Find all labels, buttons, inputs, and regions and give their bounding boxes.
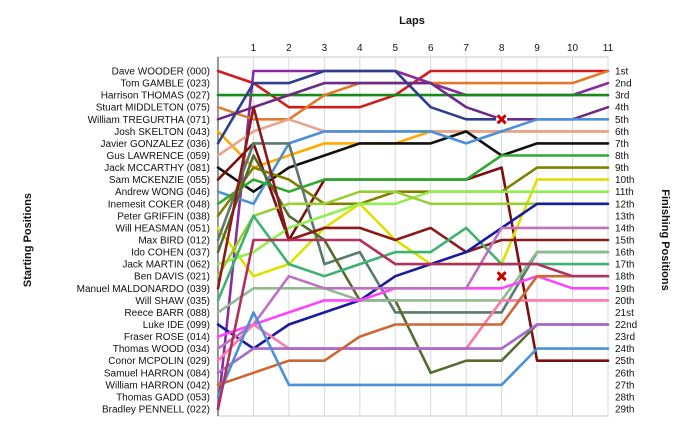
start-position-label: Bradley PENNELL (022): [102, 405, 210, 416]
x-tick-label: 4: [357, 43, 363, 54]
start-position-label: Will SHAW (035): [135, 296, 210, 307]
start-position-label: Stuart MIDDLETON (075): [96, 103, 210, 114]
start-position-label: Dave WOODER (000): [112, 67, 210, 78]
y-axis-left-title: Starting Positions: [22, 193, 34, 287]
start-position-label: Luke IDE (099): [143, 320, 210, 331]
x-tick-label: 7: [463, 43, 469, 54]
x-tick-label: 6: [428, 43, 434, 54]
finish-position-label: 26th: [615, 368, 634, 379]
finish-position-label: 29th: [615, 405, 634, 416]
start-position-label: Jack MCCARTHY (081): [104, 163, 210, 174]
finish-position-label: 23rd: [615, 332, 635, 343]
retired-marker: [496, 270, 508, 282]
start-position-label: Josh SKELTON (043): [114, 127, 210, 138]
finish-position-label: 27th: [615, 380, 634, 391]
series-line: [216, 274, 610, 387]
finish-position-label: 9th: [615, 163, 629, 174]
finish-position-label: 10th: [615, 175, 634, 186]
start-position-label: Samuel HARRON (084): [104, 368, 210, 379]
finish-position-label: 7th: [615, 139, 629, 150]
finish-position-label: 16th: [615, 248, 634, 259]
finish-position-label: 6th: [615, 127, 629, 138]
series-line: [216, 226, 610, 350]
finish-position-label: 5th: [615, 115, 629, 126]
x-tick-label: 1: [251, 43, 257, 54]
start-position-label: Thomas GADD (053): [116, 392, 210, 403]
start-position-label: Javier GONZALEZ (036): [101, 139, 210, 150]
series-line: [216, 250, 610, 314]
series-line: [216, 154, 610, 206]
finish-position-label: 2nd: [615, 79, 632, 90]
series-line: [216, 323, 610, 375]
start-position-label: Reece BARR (088): [124, 308, 210, 319]
finish-position-label: 12th: [615, 199, 634, 210]
series-line: [216, 274, 610, 338]
start-position-label: Max BIRD (012): [138, 236, 210, 247]
start-position-label: Gus LAWRENCE (059): [106, 151, 210, 162]
finish-position-label: 1st: [615, 67, 629, 78]
marker-layer: [496, 113, 508, 282]
series-layer: [216, 69, 610, 411]
finish-position-label: 21st: [615, 308, 634, 319]
start-position-label: Tom GAMBLE (023): [121, 79, 210, 90]
finish-position-label: 4th: [615, 103, 629, 114]
retired-marker-stroke: [496, 271, 507, 282]
x-axis-title: Laps: [399, 15, 425, 27]
series-line: [216, 166, 610, 218]
start-position-label: Ido COHEN (037): [131, 248, 210, 259]
x-tick-label: 10: [567, 43, 579, 54]
finish-position-label: 20th: [615, 296, 634, 307]
start-position-label: Manuel MALDONARDO (039): [77, 284, 210, 295]
label-layer: 1 2 3 4 5 6 7 8 9 10 11 Dave WOODER (000)Tom GAMBLE…: [77, 43, 638, 416]
x-tick-label: 8: [499, 43, 505, 54]
finish-position-label: 18th: [615, 272, 634, 283]
start-position-label: Will HEASMAN (051): [116, 223, 210, 234]
finish-position-label: 13th: [615, 211, 634, 222]
finish-position-label: 28th: [615, 392, 634, 403]
finish-position-label: 25th: [615, 356, 634, 367]
start-position-label: William TREGURTHA (071): [88, 115, 210, 126]
x-tick-label: 3: [322, 43, 328, 54]
retired-marker: [496, 113, 508, 125]
finish-position-label: 15th: [615, 236, 634, 247]
y-axis-right-title: Finishing Positions: [659, 189, 671, 290]
series-line: [216, 202, 610, 350]
series-line: [216, 118, 610, 206]
series-line: [216, 69, 503, 145]
start-position-label: Harrison THOMAS (027): [101, 91, 210, 102]
start-position-label: Ben DAVIS (021): [134, 272, 210, 283]
series-line: [216, 214, 610, 302]
start-position-label: Thomas WOOD (034): [113, 344, 210, 355]
start-position-label: Andrew WONG (046): [115, 187, 210, 198]
series-line: [216, 311, 610, 399]
series-line: [216, 299, 610, 363]
finish-position-label: 8th: [615, 151, 629, 162]
start-position-label: Inemesit COKER (048): [108, 199, 210, 210]
x-tick-label: 5: [392, 43, 398, 54]
series-line: [216, 130, 610, 193]
start-position-label: Conor MCPOLIN (029): [108, 356, 210, 367]
finish-position-label: 24th: [615, 344, 634, 355]
x-tick-label: 2: [286, 43, 292, 54]
retired-marker-stroke: [496, 114, 507, 125]
series-line: [216, 238, 610, 411]
start-position-label: Peter GRIFFIN (038): [117, 211, 210, 222]
finish-position-label: 3rd: [615, 91, 629, 102]
start-position-label: William HARRON (042): [106, 380, 210, 391]
finish-position-label: 19th: [615, 284, 634, 295]
start-position-label: Fraser ROSE (014): [124, 332, 210, 343]
series-line: [216, 105, 610, 290]
x-tick-label: 11: [603, 43, 614, 54]
finish-position-label: 22nd: [615, 320, 637, 331]
finish-position-label: 11th: [615, 187, 634, 198]
start-position-label: Sam MCKENZIE (055): [109, 175, 210, 186]
finish-position-label: 14th: [615, 223, 634, 234]
start-position-label: Jack MARTIN (062): [122, 260, 210, 271]
finish-position-label: 17th: [615, 260, 634, 271]
x-tick-label: 9: [534, 43, 540, 54]
